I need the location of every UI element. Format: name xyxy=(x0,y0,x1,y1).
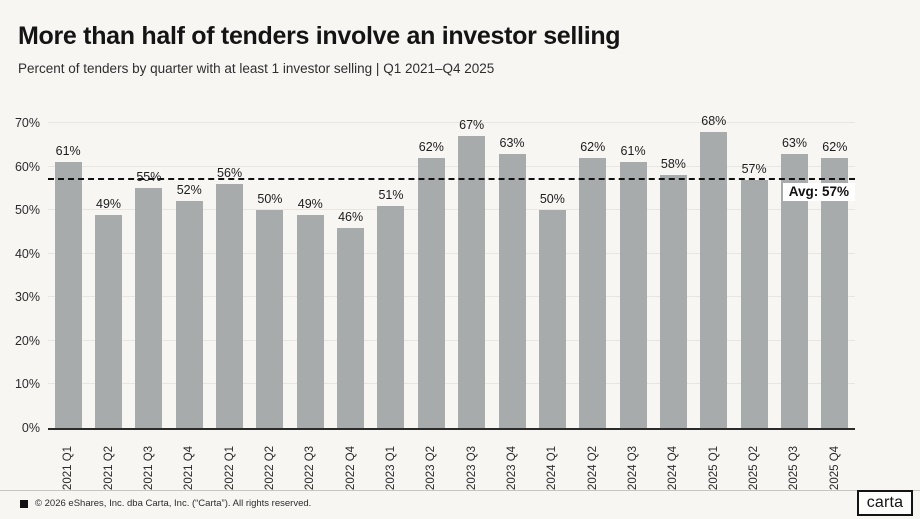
bar xyxy=(498,153,526,428)
x-axis-tick-label: 2021 Q4 xyxy=(183,445,196,491)
bar xyxy=(175,201,203,428)
bar xyxy=(619,162,647,428)
bar-value-label: 62% xyxy=(822,139,848,154)
carta-logo: carta xyxy=(857,490,913,516)
bar xyxy=(54,162,82,428)
x-axis-tick-label: 2024 Q3 xyxy=(627,445,640,491)
bar xyxy=(700,131,728,428)
x-axis-tick-label: 2021 Q3 xyxy=(142,445,155,491)
bar-value-label: 61% xyxy=(55,144,81,159)
bar xyxy=(135,188,163,428)
gridline xyxy=(48,209,855,211)
x-axis-tick-label: 2021 Q1 xyxy=(62,445,75,491)
x-axis-tick-label: 2025 Q3 xyxy=(788,445,801,491)
bar xyxy=(95,214,123,428)
x-axis-tick-label: 2024 Q4 xyxy=(667,445,680,491)
gridline xyxy=(48,339,855,341)
bar xyxy=(256,210,284,428)
bar-value-label: 67% xyxy=(459,118,485,133)
carta-logo-text: carta xyxy=(866,494,904,511)
bar-value-label: 50% xyxy=(257,192,283,207)
bar-value-label: 58% xyxy=(660,157,686,172)
bar-value-label: 63% xyxy=(781,135,807,150)
x-axis-tick-label: 2022 Q3 xyxy=(304,445,317,491)
gridline xyxy=(48,296,855,298)
bar xyxy=(417,157,445,428)
bar-value-label: 49% xyxy=(96,196,122,211)
bar-value-label: 63% xyxy=(499,135,525,150)
gridline xyxy=(48,165,855,167)
average-label: Avg: 57% xyxy=(782,182,855,201)
footer-divider xyxy=(0,490,920,491)
bar-value-label: 51% xyxy=(378,187,404,202)
bar-value-label: 57% xyxy=(741,161,767,176)
x-axis-tick-label: 2023 Q3 xyxy=(465,445,478,491)
x-axis-tick-label: 2025 Q1 xyxy=(707,445,720,491)
y-axis-tick-label: 20% xyxy=(14,333,40,348)
y-axis-tick-label: 0% xyxy=(21,421,40,435)
bar-value-label: 55% xyxy=(136,170,162,185)
x-axis-tick-label: 2022 Q2 xyxy=(263,445,276,491)
x-axis-tick-label: 2025 Q2 xyxy=(748,445,761,491)
y-axis-tick-label: 50% xyxy=(14,203,40,218)
x-axis-tick-label: 2021 Q2 xyxy=(102,445,115,491)
y-axis-tick-label: 70% xyxy=(14,116,40,130)
x-axis-tick-label: 2023 Q4 xyxy=(506,445,519,491)
bar-value-label: 68% xyxy=(701,113,727,128)
x-axis-tick-label: 2022 Q1 xyxy=(223,445,236,491)
bar-value-label: 50% xyxy=(539,192,565,207)
bar-value-label: 61% xyxy=(620,144,646,159)
bar xyxy=(659,175,687,428)
bar xyxy=(740,179,768,428)
bar xyxy=(216,184,244,428)
bar-value-label: 62% xyxy=(418,139,444,154)
footer-square-icon xyxy=(20,500,28,508)
gridline xyxy=(48,122,855,123)
page-subtitle: Percent of tenders by quarter with at le… xyxy=(18,61,495,76)
x-axis-tick-label: 2023 Q2 xyxy=(425,445,438,491)
bar-value-label: 62% xyxy=(580,139,606,154)
bar xyxy=(579,157,607,428)
bar xyxy=(538,210,566,428)
y-axis-tick-label: 40% xyxy=(14,246,40,261)
bar xyxy=(458,136,486,428)
page-title: More than half of tenders involve an inv… xyxy=(18,22,621,50)
bar-value-label: 56% xyxy=(217,166,243,180)
x-axis-tick-label: 2023 Q1 xyxy=(384,445,397,491)
x-axis-tick-label: 2024 Q1 xyxy=(546,445,559,491)
copyright-text: © 2026 eShares, Inc. dba Carta, Inc. (“C… xyxy=(35,498,312,509)
bar xyxy=(296,214,324,428)
x-axis-tick-label: 2022 Q4 xyxy=(344,445,357,491)
bar-value-label: 46% xyxy=(338,209,364,224)
gridline xyxy=(48,383,855,385)
bar-chart-plot-area: 0% 10% 20% 30% 40% 50% 60% 70% 61% 2021 Q1 49% 2021… xyxy=(15,114,855,490)
x-axis-tick-label: 2025 Q4 xyxy=(828,445,841,491)
average-line xyxy=(48,177,855,180)
bar-value-label: 52% xyxy=(176,183,202,198)
bar xyxy=(821,157,849,428)
y-axis-tick-label: 30% xyxy=(14,290,40,305)
x-axis-tick-label: 2024 Q2 xyxy=(586,445,599,491)
bar xyxy=(337,227,365,428)
y-axis-tick-label: 10% xyxy=(14,377,40,392)
bar xyxy=(377,205,405,428)
bar-value-label: 49% xyxy=(297,196,323,211)
gridline xyxy=(48,252,855,254)
y-axis-tick-label: 60% xyxy=(14,159,40,174)
